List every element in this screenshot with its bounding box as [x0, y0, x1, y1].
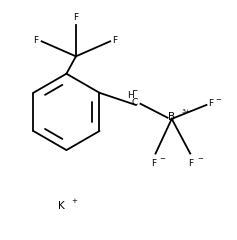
- Text: F: F: [112, 36, 117, 45]
- Text: F: F: [208, 99, 214, 108]
- Text: 3+: 3+: [182, 109, 191, 114]
- Text: K: K: [59, 201, 65, 211]
- Text: H: H: [127, 91, 133, 100]
- Text: −: −: [216, 97, 222, 103]
- Text: −: −: [132, 86, 138, 95]
- Text: F: F: [73, 13, 78, 22]
- Text: C: C: [132, 98, 138, 107]
- Text: F: F: [33, 36, 38, 45]
- Text: −: −: [160, 156, 166, 162]
- Text: B: B: [168, 112, 175, 122]
- Text: −: −: [197, 156, 203, 162]
- Text: F: F: [188, 159, 193, 168]
- Text: +: +: [71, 198, 77, 204]
- Text: F: F: [151, 159, 156, 168]
